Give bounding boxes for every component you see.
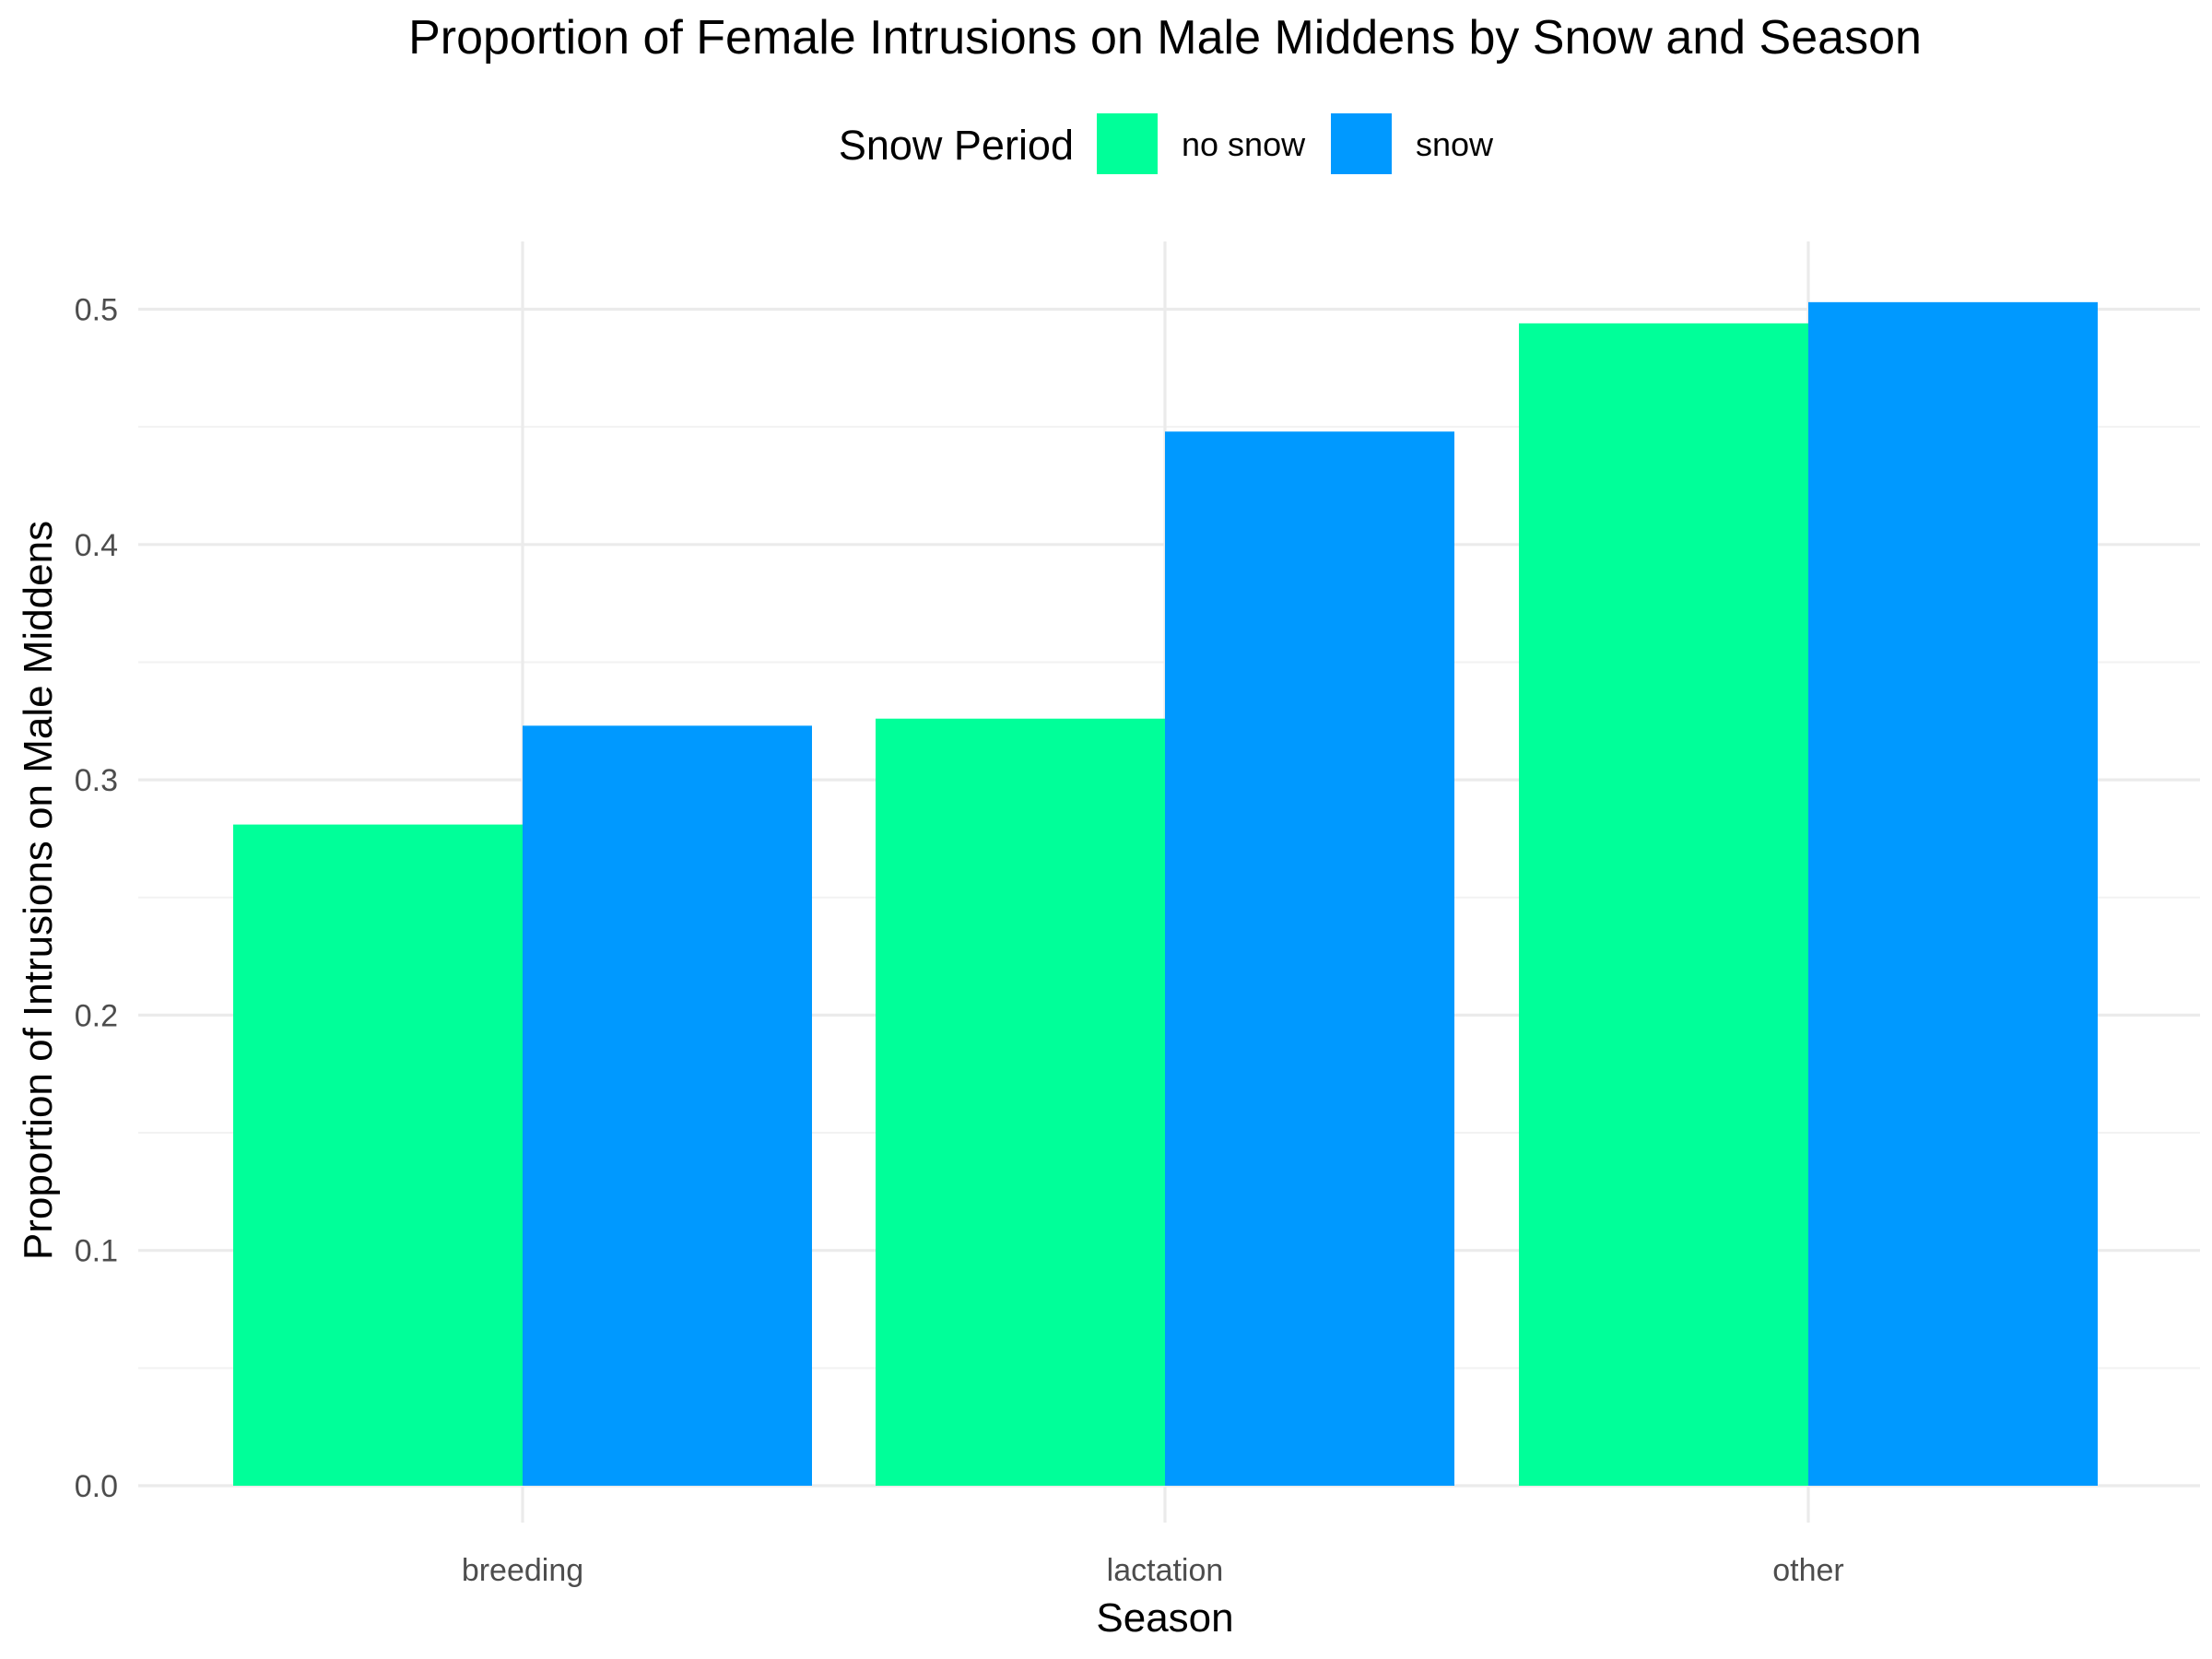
y-tick-label: 0.1 — [75, 1234, 118, 1269]
x-tick-label-other: other — [1772, 1553, 1844, 1588]
bars — [233, 301, 2098, 1487]
x-tick-label-lactation: lactation — [1107, 1553, 1224, 1588]
y-tick-label: 0.2 — [75, 998, 118, 1033]
legend-key-no-snow — [1097, 113, 1158, 174]
x-axis-title: Season — [1096, 1595, 1233, 1641]
legend-label-no-snow: no snow — [1182, 125, 1306, 163]
chart-title: Proportion of Female Intrusions on Male … — [408, 11, 1922, 65]
y-axis-tick-labels: 0.0 0.1 0.2 0.3 0.4 0.5 — [75, 293, 118, 1505]
legend-key-snow — [1331, 113, 1392, 174]
x-axis-tick-labels: breeding lactation other — [462, 1553, 1844, 1588]
bar-breeding-no-snow — [233, 824, 523, 1486]
y-tick-label: 0.0 — [75, 1469, 118, 1504]
legend-label-snow: snow — [1416, 125, 1494, 163]
y-tick-label: 0.4 — [75, 528, 118, 563]
bar-other-snow — [1808, 301, 2098, 1486]
legend-title: Snow Period — [839, 122, 1074, 169]
y-axis-title: Proportion of Intrusions on Male Middens — [16, 521, 61, 1260]
legend: Snow Period no snow snow — [839, 113, 1494, 174]
bar-other-no-snow — [1519, 323, 1808, 1486]
x-tick-label-breeding: breeding — [462, 1553, 583, 1588]
bar-lactation-snow — [1165, 431, 1454, 1487]
y-tick-label: 0.5 — [75, 293, 118, 328]
y-tick-label: 0.3 — [75, 763, 118, 798]
bar-lactation-no-snow — [876, 718, 1165, 1486]
bar-breeding-snow — [523, 725, 812, 1486]
